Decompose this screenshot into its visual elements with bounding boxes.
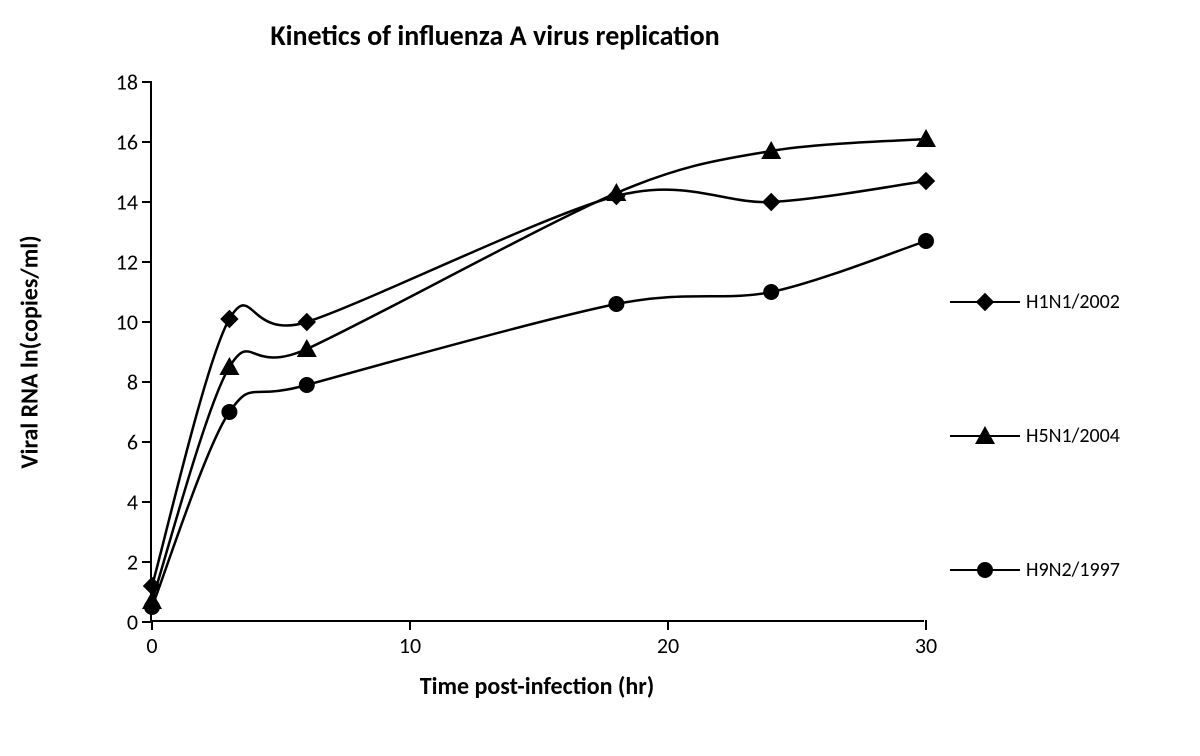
series-marker bbox=[763, 284, 779, 300]
y-tick-label: 4 bbox=[127, 489, 152, 516]
y-axis-title: Viral RNA ln(copies/ml) bbox=[16, 235, 45, 468]
x-tick-label: 0 bbox=[146, 620, 157, 659]
series-marker bbox=[608, 296, 624, 312]
y-tick-label: 2 bbox=[127, 549, 152, 576]
y-tick-label: 16 bbox=[116, 129, 152, 156]
legend: H1N1/2002 H5N1/2004 H9N2/1997 bbox=[950, 290, 1120, 582]
y-tick-label: 8 bbox=[127, 369, 152, 396]
series-marker bbox=[606, 183, 626, 201]
series-marker bbox=[297, 339, 317, 357]
series-line bbox=[152, 181, 926, 586]
chart-title: Kinetics of influenza A virus replicatio… bbox=[0, 18, 990, 53]
series-marker bbox=[918, 233, 934, 249]
legend-label: H9N2/1997 bbox=[1026, 558, 1120, 582]
series-marker bbox=[221, 404, 237, 420]
legend-swatch bbox=[950, 562, 1020, 578]
legend-item: H9N2/1997 bbox=[950, 558, 1120, 582]
series-marker bbox=[299, 377, 315, 393]
x-tick-label: 30 bbox=[915, 620, 937, 659]
series-marker bbox=[916, 129, 936, 147]
series-marker bbox=[762, 193, 780, 211]
series-line bbox=[152, 139, 926, 601]
legend-item: H1N1/2002 bbox=[950, 290, 1120, 314]
chart-frame: Kinetics of influenza A virus replicatio… bbox=[0, 0, 1200, 756]
plot-svg bbox=[152, 82, 926, 622]
series-marker bbox=[917, 172, 935, 190]
legend-label: H5N1/2004 bbox=[1026, 424, 1120, 448]
series-marker bbox=[219, 357, 239, 375]
series-marker bbox=[220, 310, 238, 328]
y-tick-label: 18 bbox=[116, 69, 152, 96]
y-tick-label: 10 bbox=[116, 309, 152, 336]
series-marker bbox=[298, 313, 316, 331]
legend-swatch bbox=[950, 428, 1020, 444]
y-tick-label: 12 bbox=[116, 249, 152, 276]
x-axis-title: Time post-infection (hr) bbox=[150, 672, 924, 701]
legend-item: H5N1/2004 bbox=[950, 424, 1120, 448]
legend-label: H1N1/2002 bbox=[1026, 290, 1120, 314]
y-tick-label: 6 bbox=[127, 429, 152, 456]
y-tick-label: 14 bbox=[116, 189, 152, 216]
x-tick-label: 10 bbox=[399, 620, 421, 659]
series-line bbox=[152, 241, 926, 607]
x-tick-label: 20 bbox=[657, 620, 679, 659]
legend-swatch bbox=[950, 294, 1020, 310]
plot-area: 0246810121416180102030 bbox=[150, 82, 924, 622]
